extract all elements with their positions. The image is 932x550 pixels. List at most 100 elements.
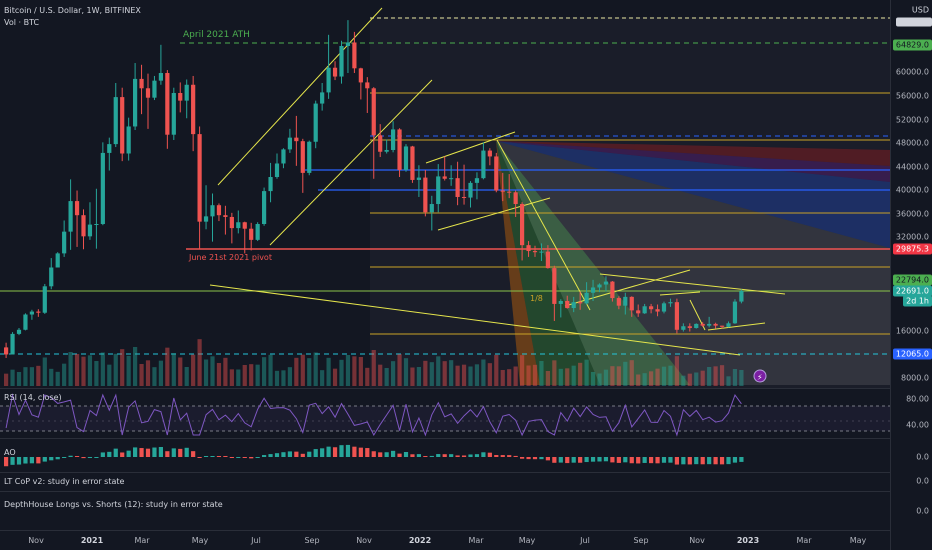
volume-bar	[539, 361, 544, 386]
candle-body	[242, 222, 247, 229]
ao-bar	[558, 457, 563, 463]
volume-bar	[578, 362, 583, 386]
volume-bar	[74, 354, 80, 386]
volume-bar	[262, 357, 267, 386]
volume-legend[interactable]: Vol · BTC	[4, 18, 40, 27]
price-axis[interactable]: USD 60000.0 56000.0 52000.0 48000.0 4400…	[890, 0, 932, 550]
volume-bar	[532, 364, 538, 386]
ao-bar	[719, 457, 725, 465]
candle-body	[300, 141, 305, 173]
lightning-icon[interactable]	[753, 369, 767, 383]
ao-bar	[249, 457, 254, 459]
ao-bar	[487, 452, 492, 457]
candle-body	[139, 78, 144, 89]
ao-bar	[152, 447, 157, 457]
candle-body	[358, 68, 363, 83]
ao-bar	[74, 456, 80, 457]
volume-bar	[332, 368, 338, 386]
ao-bar	[610, 457, 615, 463]
ao-bar	[416, 454, 421, 457]
volume-bar	[274, 370, 280, 386]
ao-bar	[87, 457, 93, 458]
volume-bar	[184, 367, 189, 386]
volume-bar	[739, 370, 744, 386]
symbol-legend[interactable]: Bitcoin / U.S. Dollar, 1W, BITFINEX	[4, 6, 141, 15]
rsi-legend[interactable]: RSI (14, close)	[4, 393, 62, 402]
volume-bar	[152, 367, 157, 386]
volume-bars	[4, 339, 744, 386]
volume-bar	[178, 357, 183, 386]
candle-body	[416, 177, 421, 180]
volume-bar	[171, 353, 176, 386]
volume-bar	[345, 355, 351, 386]
candle-body	[145, 88, 151, 98]
volume-bar	[339, 359, 344, 386]
candle-body	[636, 310, 641, 314]
volume-bar	[139, 364, 144, 386]
ao-bar	[532, 457, 538, 460]
ao-bar	[436, 454, 441, 457]
ao-bar	[313, 449, 318, 457]
ao-bar	[158, 447, 163, 457]
candle-body	[255, 224, 260, 240]
ao-bar	[694, 457, 699, 465]
volume-bar	[165, 347, 170, 386]
ao-bar	[191, 451, 196, 457]
ao-bar	[668, 457, 673, 463]
depthhouse-legend[interactable]: DepthHouse Longs vs. Shorts (12): study …	[4, 500, 223, 509]
candle-body	[629, 296, 634, 311]
fib-label-small: 1/8	[530, 294, 543, 303]
volume-bar	[461, 364, 467, 386]
volume-bar	[197, 339, 202, 386]
ltcop-tick: 0.0	[916, 476, 929, 486]
ao-bar	[455, 455, 460, 457]
candle-body	[668, 302, 673, 304]
volume-bar	[681, 375, 686, 386]
time-label: May	[191, 536, 209, 545]
fan-band-blue	[496, 141, 890, 248]
candle-body	[352, 42, 357, 69]
ao-bar	[526, 457, 531, 460]
ao-bar	[726, 457, 731, 465]
volume-bar	[410, 367, 415, 386]
ao-pane[interactable]	[0, 439, 890, 472]
ao-bar	[197, 457, 202, 458]
candle-body	[229, 216, 234, 229]
volume-bar	[545, 371, 550, 386]
candle-body	[133, 78, 138, 127]
volume-bar	[416, 367, 421, 386]
candle-body	[287, 137, 292, 150]
volume-bar	[87, 355, 93, 386]
volume-bar	[481, 359, 486, 386]
candle-body	[10, 333, 15, 355]
candle-body	[449, 178, 454, 180]
pane-separator-rsi	[0, 388, 890, 389]
volume-bar	[62, 363, 67, 386]
ao-bar	[352, 446, 357, 457]
volume-bar	[616, 366, 621, 386]
ltcop-legend[interactable]: LT CoP v2: study in error state	[4, 477, 125, 486]
candle-body	[481, 150, 486, 179]
trend-lines	[209, 7, 786, 356]
volume-bar	[320, 370, 325, 386]
volume-bar	[145, 360, 151, 386]
ao-bar	[255, 457, 260, 458]
candle-body	[507, 191, 512, 193]
ao-bar	[674, 457, 679, 465]
price-chart[interactable]: 1/8 ⚡	[0, 0, 890, 388]
volume-bar	[236, 369, 241, 386]
ao-bar	[145, 448, 151, 457]
volume-bar	[603, 369, 609, 386]
volume-bar	[597, 373, 602, 386]
volume-bar	[610, 366, 615, 386]
candle-body	[42, 286, 47, 313]
ao-bar	[410, 454, 415, 457]
ao-legend[interactable]: AO	[4, 448, 16, 457]
lightning-glyph: ⚡	[757, 373, 763, 382]
candle-body	[81, 215, 86, 237]
ao-bar	[371, 451, 376, 457]
price-tick: 60000.0	[895, 67, 929, 77]
rsi-pane[interactable]	[0, 389, 890, 438]
ao-bar	[139, 448, 144, 457]
price-tick: 32000.0	[895, 232, 929, 242]
